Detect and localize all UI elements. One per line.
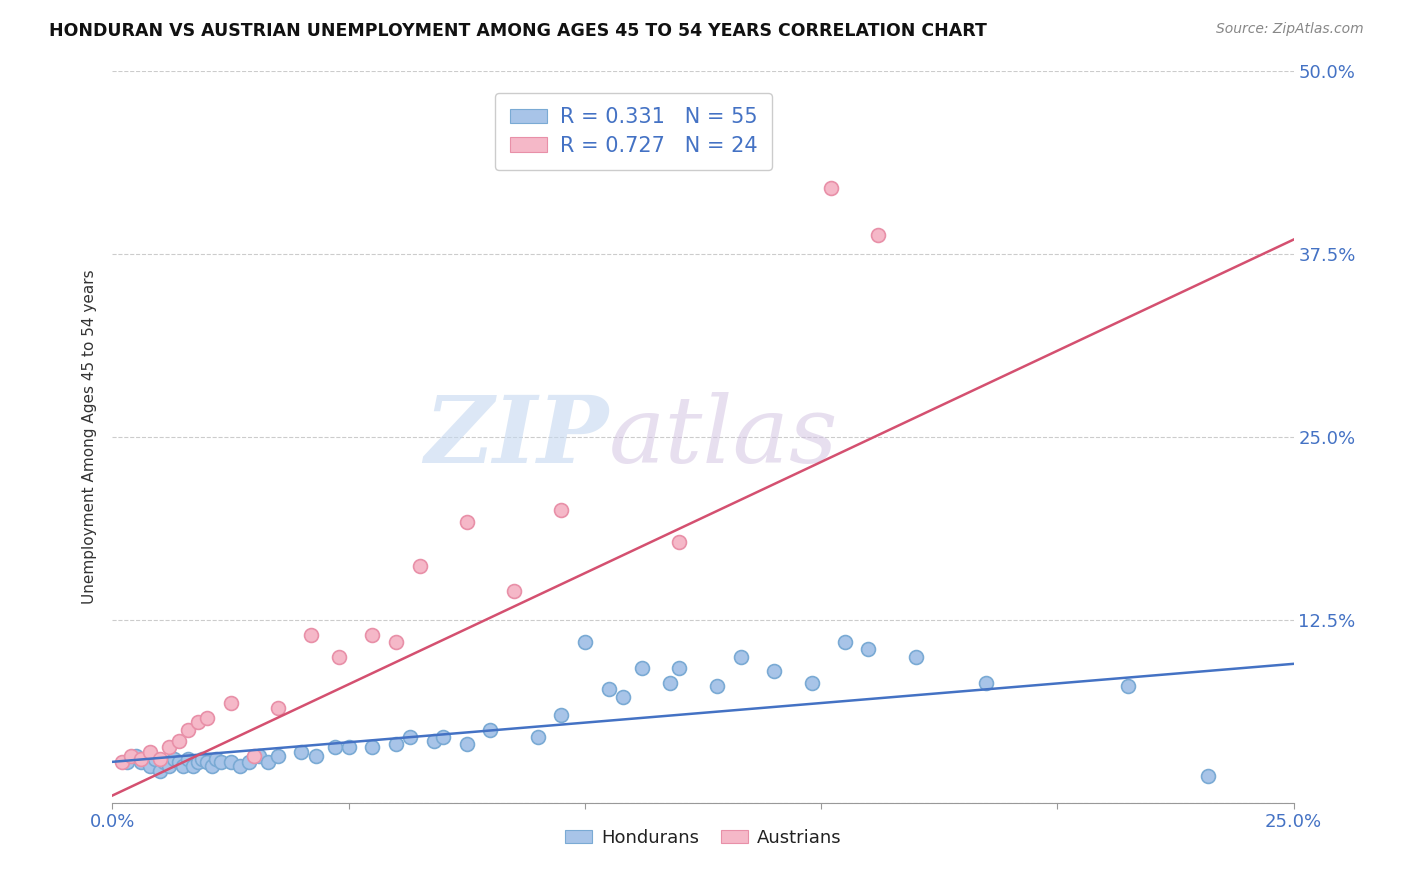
Text: Source: ZipAtlas.com: Source: ZipAtlas.com (1216, 22, 1364, 37)
Point (143, 752, 166, 766)
Point (820, 181, 842, 195)
Text: HONDURAN VS AUSTRIAN UNEMPLOYMENT AMONG AGES 45 TO 54 YEARS CORRELATION CHART: HONDURAN VS AUSTRIAN UNEMPLOYMENT AMONG … (49, 22, 987, 40)
Point (299, 627, 322, 641)
Point (115, 755, 138, 769)
Point (186, 755, 208, 769)
Point (290, 745, 312, 759)
Point (550, 503, 572, 517)
Point (129, 752, 152, 766)
Point (125, 749, 148, 764)
Point (135, 752, 157, 766)
Point (157, 740, 180, 755)
Point (243, 749, 266, 764)
Point (1198, 769, 1220, 783)
Point (195, 711, 218, 725)
Point (550, 708, 572, 723)
Point (337, 740, 360, 755)
Point (858, 642, 880, 657)
Point (730, 649, 752, 664)
Point (181, 759, 204, 773)
Point (120, 749, 142, 764)
Point (361, 627, 384, 641)
Point (229, 759, 252, 773)
Point (153, 755, 176, 769)
Point (139, 759, 162, 773)
Point (323, 740, 346, 755)
Point (139, 745, 162, 759)
Point (247, 749, 270, 764)
Point (503, 583, 526, 598)
Point (479, 723, 502, 737)
Point (267, 700, 290, 714)
Point (238, 755, 260, 769)
Point (526, 730, 548, 744)
Point (866, 228, 889, 243)
Point (399, 730, 422, 744)
Point (456, 737, 478, 751)
Point (834, 635, 856, 649)
Point (149, 764, 172, 778)
Point (574, 635, 596, 649)
Point (385, 737, 408, 751)
Point (186, 715, 208, 730)
Point (408, 558, 430, 573)
Point (167, 734, 190, 748)
Point (191, 752, 214, 766)
Point (167, 755, 190, 769)
Point (257, 755, 280, 769)
Point (706, 679, 728, 693)
Point (219, 755, 242, 769)
Point (177, 723, 200, 737)
Point (1116, 679, 1139, 693)
Point (668, 535, 690, 549)
Point (328, 649, 350, 664)
Point (432, 730, 454, 744)
Point (976, 676, 998, 690)
Point (361, 740, 384, 755)
Point (612, 690, 634, 705)
Point (111, 755, 134, 769)
Point (219, 696, 242, 710)
Point (163, 752, 186, 766)
Point (762, 664, 785, 678)
Y-axis label: Unemployment Among Ages 45 to 54 years: Unemployment Among Ages 45 to 54 years (82, 269, 97, 605)
Point (201, 759, 224, 773)
Point (456, 515, 478, 529)
Point (149, 752, 172, 766)
Point (205, 752, 228, 766)
Point (904, 649, 927, 664)
Point (267, 749, 290, 764)
Point (172, 759, 194, 773)
Point (157, 759, 180, 773)
Point (177, 752, 200, 766)
Point (209, 755, 232, 769)
Point (195, 755, 218, 769)
Point (598, 681, 620, 696)
Point (800, 676, 823, 690)
Point (129, 755, 152, 769)
Text: ZIP: ZIP (425, 392, 609, 482)
Text: atlas: atlas (609, 392, 838, 482)
Point (385, 635, 408, 649)
Point (658, 676, 681, 690)
Point (422, 734, 444, 748)
Point (668, 661, 690, 675)
Point (304, 749, 326, 764)
Point (630, 661, 652, 675)
Legend: Hondurans, Austrians: Hondurans, Austrians (555, 820, 851, 856)
